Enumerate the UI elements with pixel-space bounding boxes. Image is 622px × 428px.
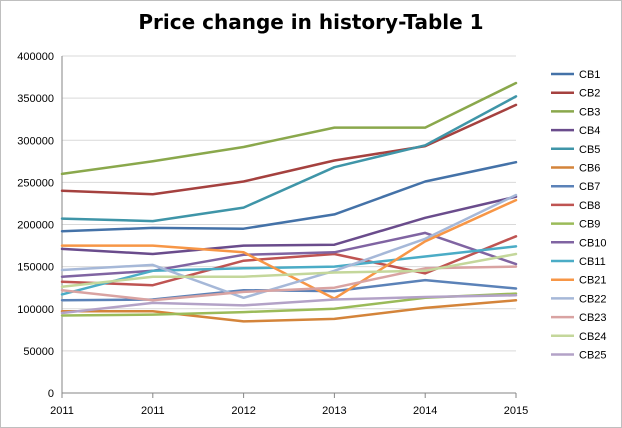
x-axis: 2011 2011 2012 2013 2014 2015: [50, 393, 528, 417]
chart-title: Price change in history-Table 1: [138, 10, 484, 34]
y-tick-label: 200000: [17, 220, 54, 232]
gridlines: [62, 55, 516, 394]
series-line-cb2: [60, 103, 518, 196]
legend-label: CB5: [579, 144, 600, 156]
series-line-cb11: [60, 245, 518, 296]
series-line-cb22: [60, 193, 518, 300]
y-tick-label: 350000: [17, 93, 54, 105]
x-tick-label: 2013: [322, 405, 346, 417]
legend: CB1 CB2 CB3 CB4 CB5 CB6 CB7 CB8 CB9 CB10 CB11 CB21 C…: [551, 69, 607, 362]
series-line-cb25: [60, 294, 518, 315]
series-line-cb1: [60, 160, 518, 233]
legend-label: CB1: [579, 69, 600, 81]
legend-label: CB25: [579, 350, 607, 362]
legend-label: CB2: [579, 88, 600, 100]
x-tick-label: 2012: [231, 405, 255, 417]
y-tick-label: 50000: [23, 346, 54, 358]
series-line-cb10: [60, 231, 518, 278]
y-tick-label: 150000: [17, 262, 54, 274]
legend-label: CB10: [579, 237, 607, 249]
series-line-cb4: [60, 195, 518, 256]
legend-label: CB24: [579, 331, 607, 343]
x-tick-label: 2014: [413, 405, 437, 417]
legend-label: CB9: [579, 219, 600, 231]
legend-label: CB23: [579, 312, 607, 324]
legend-label: CB7: [579, 181, 600, 193]
y-tick-label: 0: [48, 388, 54, 400]
x-tick-label: 2011: [141, 405, 165, 417]
y-tick-label: 300000: [17, 135, 54, 147]
y-axis: 0 50000 100000 150000 200000 250000 300000 3500…: [17, 51, 63, 400]
series-line-cb24: [60, 252, 518, 289]
legend-label: CB8: [579, 200, 600, 212]
series-line-cb5: [60, 95, 518, 223]
series-line-cb3: [60, 81, 518, 176]
x-tick-label: 2015: [504, 405, 528, 417]
x-tick-label: 2011: [50, 405, 74, 417]
legend-label: CB6: [579, 163, 600, 175]
series-lines: [60, 81, 518, 323]
legend-label: CB21: [579, 275, 607, 287]
legend-label: CB11: [579, 256, 606, 268]
y-tick-label: 400000: [17, 51, 54, 63]
legend-label: CB22: [579, 293, 607, 305]
y-tick-label: 250000: [17, 177, 54, 189]
legend-label: CB3: [579, 106, 600, 118]
legend-label: CB4: [579, 125, 600, 137]
y-tick-label: 100000: [17, 304, 54, 316]
series-line-cb6: [60, 299, 518, 323]
